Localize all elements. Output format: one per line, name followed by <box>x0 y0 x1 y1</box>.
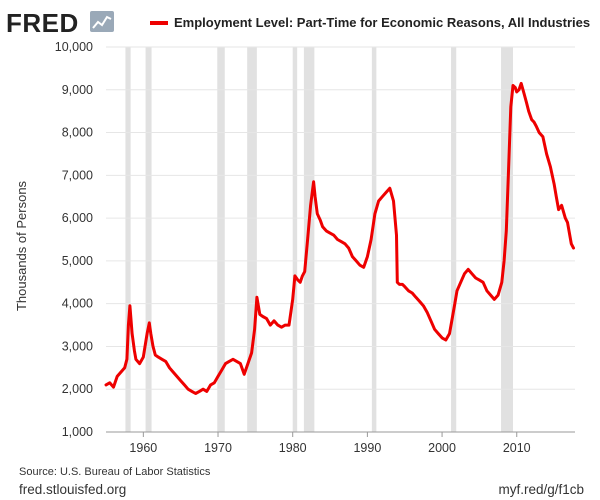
source-note: Source: U.S. Bureau of Labor Statistics <box>19 466 211 478</box>
y-tick-label: 9,000 <box>62 83 93 97</box>
recession-band <box>371 47 377 432</box>
x-tick-label: 2000 <box>428 441 456 455</box>
y-tick-label: 4,000 <box>62 297 93 311</box>
site-link[interactable]: fred.stlouisfed.org <box>19 482 127 497</box>
x-tick-label: 1970 <box>204 441 232 455</box>
y-tick-label: 3,000 <box>62 339 93 353</box>
x-tick-label: 2010 <box>503 441 531 455</box>
y-tick-label: 6,000 <box>62 211 93 225</box>
recession-band <box>451 47 457 432</box>
x-tick-label: 1980 <box>279 441 307 455</box>
recession-band <box>303 47 315 432</box>
x-axis: 1960 1970 1980 1990 2000 2010 <box>106 431 575 455</box>
y-tick-label: 1,000 <box>62 425 93 439</box>
recession-band <box>145 47 152 432</box>
y-tick-label: 10,000 <box>55 40 93 54</box>
recession-bands <box>125 47 514 432</box>
y-tick-label: 8,000 <box>62 126 93 140</box>
y-tick-label: 5,000 <box>62 254 93 268</box>
y-axis: 1,000 2,000 3,000 4,000 5,000 6,000 7,000 8,000… <box>55 40 93 439</box>
y-tick-label: 7,000 <box>62 168 93 182</box>
fred-logo[interactable]: FRED <box>6 8 79 38</box>
x-tick-label: 1990 <box>353 441 381 455</box>
y-tick-label: 2,000 <box>62 382 93 396</box>
legend-label: Employment Level: Part-Time for Economic… <box>174 15 590 30</box>
line-graph-icon <box>90 11 114 32</box>
recession-band <box>247 47 257 432</box>
recession-band <box>125 47 131 432</box>
short-link[interactable]: myf.red/g/f1cb <box>498 482 584 497</box>
recession-band <box>217 47 225 432</box>
y-axis-label: Thousands of Persons <box>14 180 29 311</box>
series-line <box>104 81 575 395</box>
recession-band <box>292 47 298 432</box>
series-layer <box>104 81 575 395</box>
x-tick-label: 1960 <box>129 441 157 455</box>
